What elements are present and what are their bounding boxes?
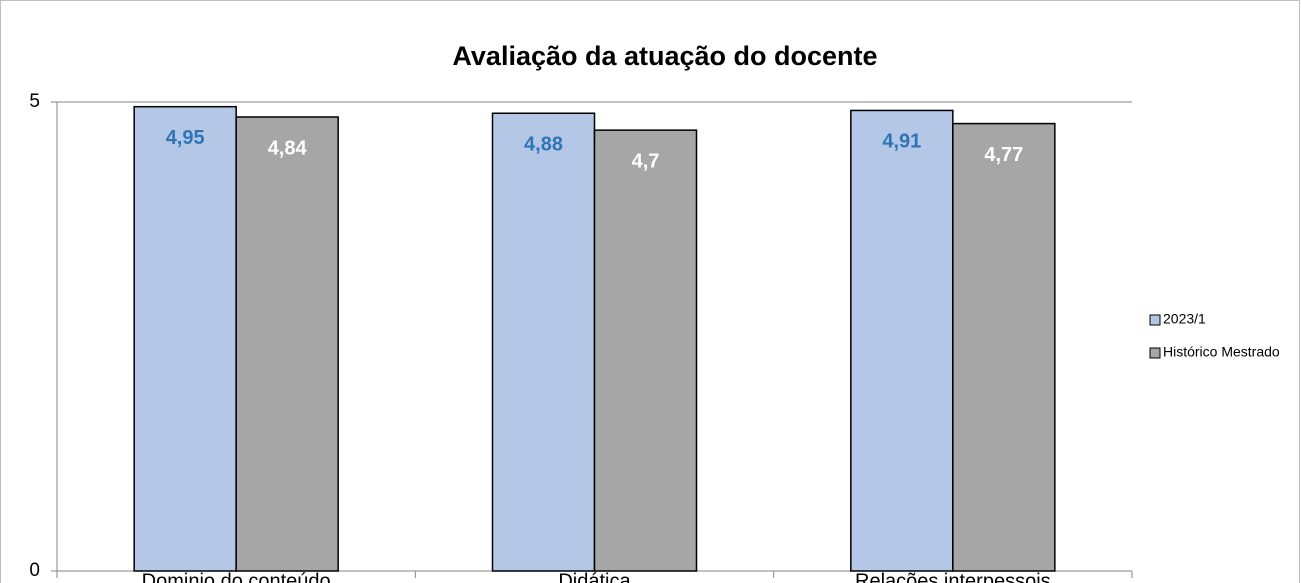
legend-swatch bbox=[1149, 314, 1161, 326]
bar bbox=[235, 116, 339, 572]
bar bbox=[491, 112, 596, 572]
data-label: 4,7 bbox=[632, 150, 660, 172]
bar bbox=[850, 109, 954, 572]
chart-title: Avaliação da atuação do docente bbox=[452, 41, 877, 71]
x-tick-label: Relações interpessois bbox=[855, 570, 1051, 583]
x-tick-label: Didática bbox=[558, 570, 631, 583]
data-label: 4,88 bbox=[524, 134, 563, 156]
x-tick-label: Dominio do conteúdo bbox=[142, 570, 331, 583]
bar bbox=[952, 122, 1056, 572]
legend-swatch bbox=[1149, 347, 1161, 359]
bar bbox=[593, 129, 698, 572]
data-label: 4,77 bbox=[984, 144, 1023, 166]
data-label: 4,91 bbox=[882, 131, 921, 153]
legend-label: Histórico Mestrado bbox=[1163, 344, 1280, 360]
bar bbox=[133, 105, 237, 572]
y-tick-label: 5 bbox=[29, 91, 40, 112]
data-label: 4,95 bbox=[166, 127, 205, 149]
data-label: 4,84 bbox=[268, 137, 308, 159]
legend-label: 2023/1 bbox=[1163, 311, 1206, 327]
y-tick-label: 0 bbox=[29, 560, 40, 581]
